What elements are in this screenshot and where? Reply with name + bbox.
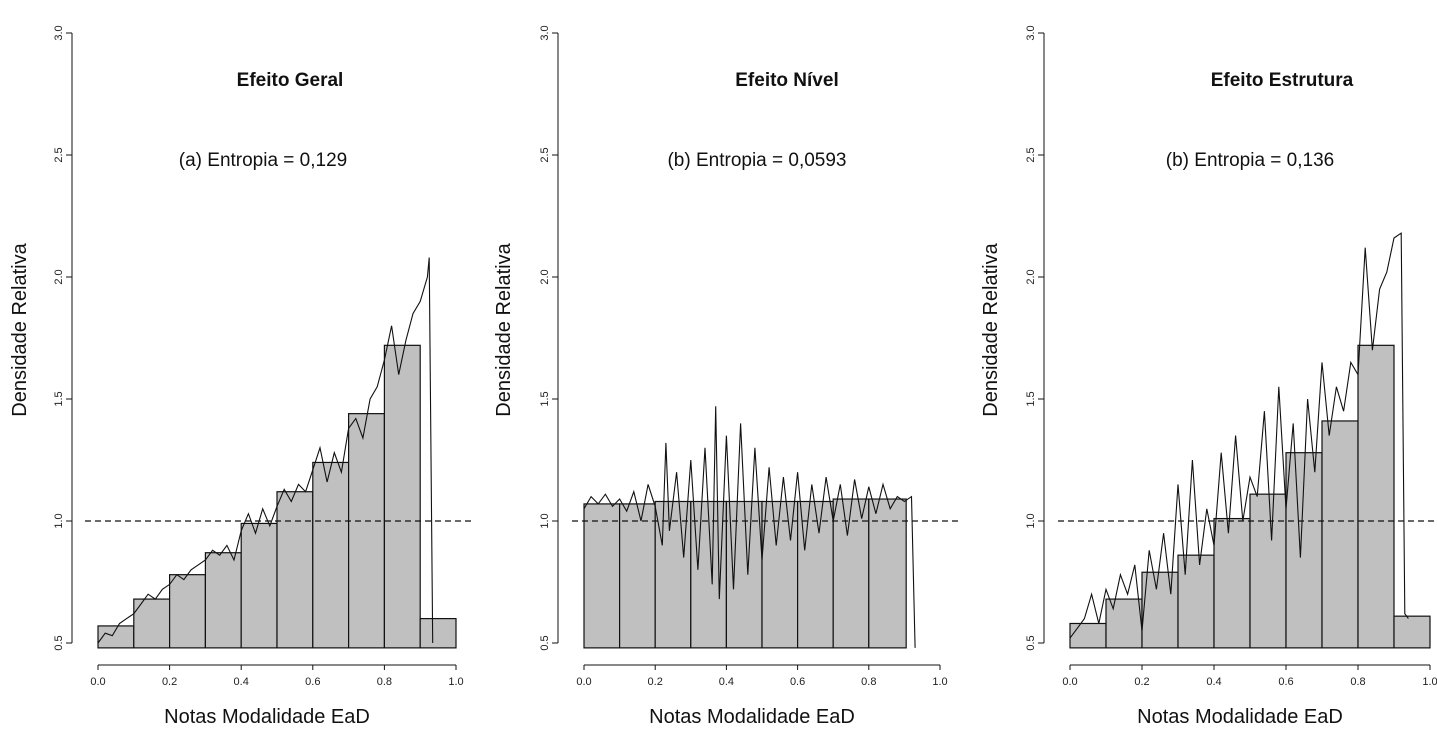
y-tick-label: 1.5: [539, 391, 551, 406]
histogram-bar: [1105, 598, 1143, 649]
y-tick-label: 1.5: [53, 391, 65, 406]
x-tick-label: 0.0: [1062, 676, 1077, 688]
panel-subtitle: (a) Entropia = 0,129: [179, 150, 347, 171]
x-tick-label: 0.2: [648, 676, 663, 688]
panel-subtitle: (b) Entropia = 0,0593: [667, 150, 846, 171]
histogram-bar: [583, 503, 621, 649]
y-tick-label: 0.5: [1025, 635, 1037, 650]
y-tick-label: 2.5: [53, 147, 65, 162]
y-axis-label: Densidade Relativa: [9, 242, 31, 416]
panel-subtitle: (b) Entropia = 0,136: [1166, 150, 1334, 171]
x-tick-label: 0.8: [377, 676, 392, 688]
y-tick-label: 3.0: [1025, 25, 1037, 40]
histogram-bar: [1357, 344, 1395, 649]
y-tick-label: 2.0: [1025, 269, 1037, 284]
histogram-bar: [276, 491, 314, 649]
y-tick-label: 1.5: [1025, 391, 1037, 406]
x-axis-label: Notas Modalidade EaD: [1137, 706, 1343, 728]
y-tick-label: 1.0: [539, 513, 551, 528]
histogram-bar: [796, 500, 834, 649]
histogram-bar: [169, 574, 207, 649]
histogram-bar: [618, 503, 656, 649]
x-tick-label: 1.0: [1422, 676, 1437, 688]
histogram-bar: [348, 413, 386, 649]
panel-efeito-estrutura: 0.5 1.0 1.5 2.0 2.5 3.0 0.0 0.2 0.4 0.6 0.8 1.0 Efei…: [980, 25, 1437, 728]
x-tick-label: 0.0: [90, 676, 105, 688]
histogram-bar: [133, 598, 171, 649]
x-tick-label: 0.8: [1350, 676, 1365, 688]
y-tick-label: 3.0: [53, 25, 65, 40]
x-tick-label: 0.4: [719, 676, 734, 688]
x-axis-label: Notas Modalidade EaD: [649, 706, 855, 728]
x-tick-label: 0.2: [162, 676, 177, 688]
histogram-bar: [1393, 615, 1431, 649]
histogram-bar: [419, 617, 457, 649]
histogram-bar: [204, 552, 242, 649]
relative-density-curve: [97, 257, 434, 644]
x-axis-label: Notas Modalidade EaD: [164, 706, 370, 728]
y-axis-label: Densidade Relativa: [980, 242, 1002, 416]
histogram-bar: [312, 461, 350, 649]
histogram-bar: [1249, 493, 1287, 649]
histogram-bar: [868, 498, 907, 649]
x-tick-label: 0.0: [576, 676, 591, 688]
relative-density-curve: [583, 406, 916, 648]
x-tick-label: 0.2: [1134, 676, 1149, 688]
histogram-bar: [1321, 420, 1359, 649]
y-tick-label: 0.5: [539, 635, 551, 650]
panel-efeito-nivel: 0.5 1.0 1.5 2.0 2.5 3.0 0.0 0.2 0.4 0.6 0.8 1.0 Efei…: [493, 25, 958, 728]
x-tick-label: 0.4: [1206, 676, 1221, 688]
histogram-bar: [1141, 571, 1179, 649]
y-tick-label: 2.0: [539, 269, 551, 284]
y-tick-label: 2.0: [53, 269, 65, 284]
x-tick-label: 0.8: [861, 676, 876, 688]
y-tick-label: 2.5: [1025, 147, 1037, 162]
y-tick-label: 1.0: [53, 513, 65, 528]
y-tick-label: 2.5: [539, 147, 551, 162]
histogram-bar: [725, 500, 763, 649]
y-tick-label: 3.0: [539, 25, 551, 40]
panel-title: Efeito Estrutura: [1211, 70, 1354, 91]
histogram-bar: [383, 344, 421, 649]
x-tick-label: 0.6: [790, 676, 805, 688]
histogram-bar: [1213, 517, 1251, 649]
histogram-bar: [1069, 622, 1107, 649]
histogram-bar: [1177, 554, 1215, 649]
x-tick-label: 0.6: [305, 676, 320, 688]
y-tick-label: 1.0: [1025, 513, 1037, 528]
y-axis-label: Densidade Relativa: [493, 242, 515, 416]
x-tick-label: 1.0: [448, 676, 463, 688]
histogram-bar: [654, 500, 692, 649]
panel-title: Efeito Nível: [735, 70, 838, 91]
x-tick-label: 0.4: [234, 676, 249, 688]
panel-efeito-geral: 0.5 1.0 1.5 2.0 2.5 3.0 0.0 0.2 0.4 0.6 0.8 1.0 Efei…: [9, 25, 472, 728]
x-tick-label: 0.6: [1278, 676, 1293, 688]
relative-density-curve: [1069, 232, 1409, 639]
panel-title: Efeito Geral: [237, 70, 344, 91]
x-tick-label: 1.0: [932, 676, 947, 688]
histogram-bar: [240, 522, 278, 649]
y-tick-label: 0.5: [53, 635, 65, 650]
